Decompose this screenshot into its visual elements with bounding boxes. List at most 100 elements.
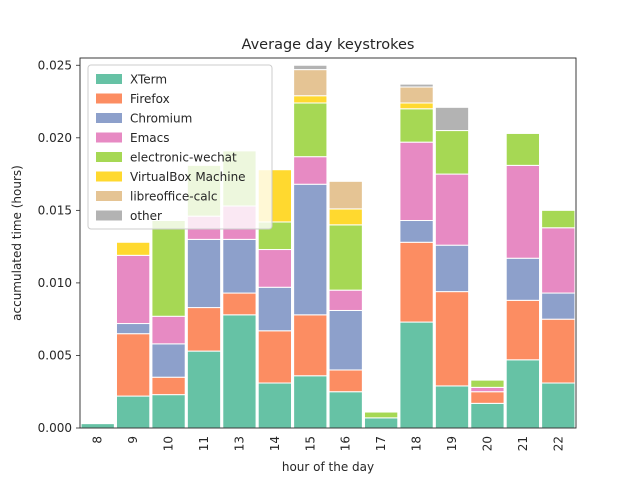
bar-segment-emacs-16 bbox=[328, 289, 363, 311]
bar-segment-xterm-17 bbox=[363, 417, 399, 429]
bar-segment-firefox-19 bbox=[434, 291, 470, 387]
bar-segment-libreoffice-calc-15 bbox=[293, 69, 328, 97]
bar-segment-chromium-19 bbox=[434, 244, 470, 293]
bar-segment-chromium-10 bbox=[151, 343, 186, 378]
legend-swatch-other bbox=[96, 210, 122, 221]
bar-segment-xterm-22 bbox=[541, 382, 576, 429]
x-tick-label: 11 bbox=[197, 436, 211, 451]
legend-swatch-electronic-wechat bbox=[96, 152, 122, 162]
bar-segment-xterm-10 bbox=[151, 394, 186, 429]
bar-segment-xterm-21 bbox=[505, 359, 541, 429]
y-tick-label: 0.020 bbox=[38, 131, 72, 145]
bar-segment-electronic-wechat-17 bbox=[363, 411, 399, 419]
legend: XTerm Firefox Chromium Emacs electronic-wech… bbox=[87, 64, 273, 230]
y-axis-label: accumulated time (hours) bbox=[10, 165, 24, 321]
legend-label: libreoffice-calc bbox=[130, 190, 217, 204]
bar-segment-electronic-wechat-16 bbox=[328, 224, 363, 291]
bar-segment-electronic-wechat-18 bbox=[399, 108, 434, 143]
bar-segment-emacs-22 bbox=[541, 227, 576, 294]
x-tick-label: 20 bbox=[480, 436, 494, 451]
bar-segment-electronic-wechat-22 bbox=[541, 209, 576, 229]
bar-segment-emacs-9 bbox=[115, 254, 151, 325]
legend-swatch-emacs bbox=[96, 132, 122, 143]
bar-segment-chromium-15 bbox=[293, 183, 328, 316]
bar-segment-firefox-13 bbox=[222, 292, 257, 316]
legend-label: other bbox=[130, 209, 162, 223]
bar-segment-libreoffice-calc-18 bbox=[399, 86, 434, 104]
bar-segment-firefox-10 bbox=[151, 376, 186, 396]
bar-segment-chromium-21 bbox=[505, 257, 541, 301]
bars-group bbox=[80, 64, 576, 429]
bar-segment-xterm-18 bbox=[399, 321, 434, 429]
x-axis-label: hour of the day bbox=[282, 460, 374, 474]
bar-segment-xterm-19 bbox=[434, 385, 470, 429]
bar-segment-virtualbox-machine-9 bbox=[115, 241, 151, 256]
legend-swatch-xterm bbox=[96, 74, 122, 84]
legend-label: XTerm bbox=[130, 73, 167, 87]
bar-segment-emacs-18 bbox=[399, 141, 434, 222]
bar-segment-emacs-19 bbox=[434, 173, 470, 246]
legend-swatch-virtualbox-machine bbox=[96, 171, 122, 182]
bar-segment-firefox-20 bbox=[470, 391, 505, 404]
bar-segment-other-15 bbox=[293, 64, 328, 71]
bar-segment-chromium-9 bbox=[115, 323, 151, 335]
bar-segment-emacs-21 bbox=[505, 164, 541, 259]
bar-segment-firefox-9 bbox=[115, 333, 151, 397]
bar-segment-firefox-21 bbox=[505, 299, 541, 361]
bar-segment-libreoffice-calc-16 bbox=[328, 180, 363, 210]
bar-segment-xterm-14 bbox=[257, 382, 293, 429]
bar-segment-chromium-11 bbox=[186, 238, 222, 309]
bar-segment-xterm-16 bbox=[328, 391, 363, 429]
y-tick-label: 0.005 bbox=[38, 348, 72, 362]
x-tick-label: 8 bbox=[91, 436, 105, 444]
bar-segment-electronic-wechat-15 bbox=[293, 102, 328, 158]
bar-segment-chromium-22 bbox=[541, 292, 576, 320]
bar-segment-electronic-wechat-20 bbox=[470, 379, 505, 388]
legend-label: electronic-wechat bbox=[130, 151, 237, 165]
legend-label: Emacs bbox=[130, 131, 169, 145]
bar-segment-other-19 bbox=[434, 106, 470, 132]
y-tick-label: 0.025 bbox=[38, 58, 72, 72]
bar-segment-xterm-9 bbox=[115, 395, 151, 429]
x-tick-label: 14 bbox=[268, 436, 282, 451]
x-tick-label: 21 bbox=[516, 436, 530, 451]
bar-segment-xterm-8 bbox=[80, 423, 115, 429]
y-axis-ticks: 0.000 0.005 0.010 0.015 0.020 0.025 bbox=[38, 58, 80, 435]
x-tick-label: 9 bbox=[126, 436, 140, 444]
x-tick-label: 18 bbox=[410, 436, 424, 451]
bar-segment-firefox-14 bbox=[257, 330, 293, 384]
legend-swatch-firefox bbox=[96, 93, 122, 104]
legend-label: Firefox bbox=[130, 92, 170, 106]
x-tick-label: 22 bbox=[551, 436, 565, 451]
bar-segment-firefox-18 bbox=[399, 241, 434, 323]
bar-segment-other-18 bbox=[399, 83, 434, 88]
x-axis-ticks: 8 9 10 11 13 14 15 16 17 18 19 20 21 22 bbox=[91, 436, 566, 451]
bar-segment-chromium-13 bbox=[222, 238, 257, 294]
bar-segment-virtualbox-machine-15 bbox=[293, 95, 328, 104]
x-tick-label: 13 bbox=[232, 436, 246, 451]
bar-segment-electronic-wechat-21 bbox=[505, 132, 541, 166]
bar-segment-firefox-16 bbox=[328, 369, 363, 393]
bar-segment-virtualbox-machine-16 bbox=[328, 208, 363, 226]
x-tick-label: 15 bbox=[303, 436, 317, 451]
chart-title: Average day keystrokes bbox=[242, 37, 415, 53]
bar-segment-electronic-wechat-19 bbox=[434, 130, 470, 175]
x-tick-label: 19 bbox=[445, 436, 459, 451]
legend-label: Chromium bbox=[130, 112, 192, 126]
x-tick-label: 16 bbox=[339, 436, 353, 451]
legend-label: VirtualBox Machine bbox=[130, 170, 246, 184]
bar-segment-chromium-14 bbox=[257, 286, 293, 332]
bar-segment-xterm-15 bbox=[293, 375, 328, 429]
legend-box bbox=[87, 64, 273, 230]
y-tick-label: 0.000 bbox=[38, 421, 72, 435]
y-tick-label: 0.015 bbox=[38, 203, 72, 217]
y-tick-label: 0.010 bbox=[38, 276, 72, 290]
plot-frame bbox=[79, 57, 577, 429]
bar-segment-virtualbox-machine-18 bbox=[399, 102, 434, 110]
bar-segment-emacs-15 bbox=[293, 156, 328, 185]
bar-segment-xterm-13 bbox=[222, 314, 257, 429]
bar-segment-electronic-wechat-10 bbox=[151, 220, 186, 317]
bar-segment-emacs-20 bbox=[470, 386, 505, 393]
bar-segment-emacs-14 bbox=[257, 249, 293, 288]
bar-segment-chromium-16 bbox=[328, 309, 363, 371]
